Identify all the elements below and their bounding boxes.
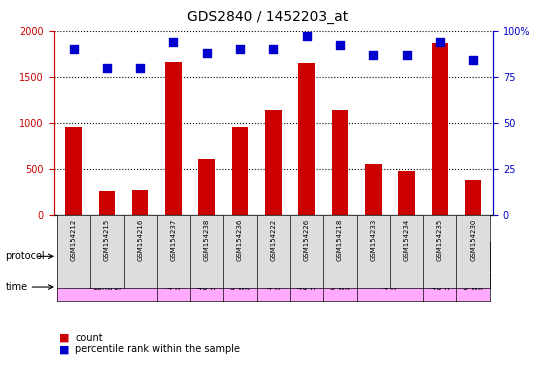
Text: GSM154236: GSM154236	[237, 219, 243, 261]
Bar	[398, 171, 415, 215]
Text: control: control	[92, 283, 122, 291]
Bar	[232, 127, 248, 215]
Point	[402, 51, 411, 58]
Text: electroporation only: electroporation only	[164, 252, 249, 261]
Point	[336, 42, 344, 48]
Text: GSM154226: GSM154226	[304, 219, 310, 261]
Text: percentile rank within the sample: percentile rank within the sample	[75, 344, 240, 354]
Bar	[365, 164, 382, 215]
Text: GSM154237: GSM154237	[170, 219, 176, 261]
Bar	[132, 190, 148, 215]
Point	[102, 65, 111, 71]
Point	[236, 46, 244, 52]
Text: 3 wk: 3 wk	[230, 283, 250, 291]
Text: GSM154233: GSM154233	[370, 219, 376, 261]
Text: GSM154235: GSM154235	[437, 219, 443, 261]
Point	[136, 65, 145, 71]
Bar	[265, 110, 282, 215]
Text: GSM154216: GSM154216	[137, 219, 143, 261]
Text: 48 h: 48 h	[297, 283, 316, 291]
Text: 4 h: 4 h	[267, 283, 280, 291]
Point	[269, 46, 278, 52]
Text: 48 h: 48 h	[197, 283, 216, 291]
Text: control: control	[92, 252, 122, 261]
Point	[436, 39, 444, 45]
Bar	[65, 127, 82, 215]
Bar	[465, 180, 481, 215]
Text: GSM154230: GSM154230	[470, 219, 476, 261]
Text: GSM154212: GSM154212	[71, 219, 77, 261]
Text: time: time	[5, 282, 27, 292]
Point	[69, 46, 78, 52]
Text: GDS2840 / 1452203_at: GDS2840 / 1452203_at	[188, 10, 348, 23]
Text: GSM154215: GSM154215	[104, 219, 110, 261]
Text: 48 h: 48 h	[430, 283, 449, 291]
Text: GSM154218: GSM154218	[337, 219, 343, 261]
Text: 4 h: 4 h	[167, 283, 180, 291]
Text: 3 wk: 3 wk	[463, 283, 483, 291]
Point	[203, 50, 211, 56]
Point	[302, 33, 311, 39]
Text: ■: ■	[59, 344, 70, 354]
Bar	[99, 190, 115, 215]
Text: DNA electroporation: DNA electroporation	[381, 252, 466, 261]
Bar	[431, 43, 448, 215]
Text: 4 h: 4 h	[383, 283, 397, 291]
Text: ■: ■	[59, 333, 70, 343]
Bar	[332, 110, 348, 215]
Point	[469, 57, 478, 63]
Text: GSM154234: GSM154234	[404, 219, 410, 261]
Point	[169, 39, 178, 45]
Text: protocol: protocol	[5, 251, 45, 262]
Bar	[299, 63, 315, 215]
Text: DNA injection only: DNA injection only	[267, 252, 346, 261]
Bar	[165, 62, 182, 215]
Text: GSM154222: GSM154222	[270, 219, 277, 261]
Bar	[198, 159, 215, 215]
Point	[369, 51, 377, 58]
Text: count: count	[75, 333, 103, 343]
Text: GSM154238: GSM154238	[204, 219, 210, 261]
Text: 3 wk: 3 wk	[330, 283, 350, 291]
